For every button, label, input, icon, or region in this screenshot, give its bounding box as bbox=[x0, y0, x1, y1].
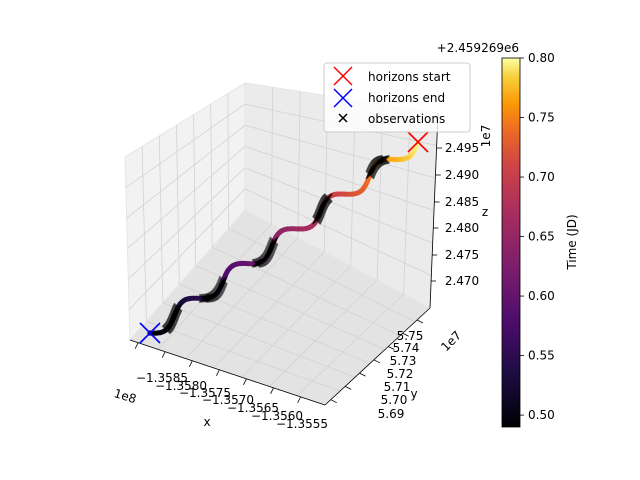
colorbar-tick-label: 0.50 bbox=[528, 408, 555, 422]
y-tick-label: 5.75 bbox=[397, 329, 424, 343]
x-tick-label: −1.3555 bbox=[276, 417, 328, 431]
y-tick-mark bbox=[330, 399, 337, 404]
horizons-end-marker bbox=[139, 322, 161, 344]
legend-start-marker bbox=[333, 66, 353, 86]
z-tick-label: 2.470 bbox=[445, 274, 479, 288]
observation-marker bbox=[161, 325, 171, 335]
x-tick-label: −1.3585 bbox=[136, 371, 188, 385]
y-tick-label: 5.73 bbox=[390, 354, 417, 368]
x-tick-mark bbox=[216, 369, 220, 376]
z-axis-line bbox=[429, 112, 439, 309]
observation-marker bbox=[365, 170, 375, 180]
observation-marker bbox=[198, 293, 208, 303]
z-tick-label: 2.495 bbox=[445, 141, 479, 155]
x-tick-label: −1.3570 bbox=[202, 393, 254, 407]
y-axis-line bbox=[324, 307, 431, 406]
x-tick-mark bbox=[188, 360, 193, 367]
x-axis-label: x bbox=[203, 415, 210, 429]
colorbar-tick-label: 0.80 bbox=[528, 51, 555, 65]
colorbar-ticks: 0.50 0.55 0.60 0.65 0.70 0.75 0.80 bbox=[520, 51, 555, 422]
x-tick-mark bbox=[243, 378, 247, 385]
legend-observations-marker bbox=[338, 113, 348, 123]
z-tick-label: 2.490 bbox=[445, 168, 479, 182]
y-tick-mark bbox=[402, 332, 409, 337]
y-axis-label: y bbox=[410, 387, 417, 401]
legend-end-marker bbox=[333, 88, 353, 108]
x-axis-line bbox=[129, 339, 326, 406]
z-axis-label: z bbox=[482, 205, 488, 219]
x-tick-mark bbox=[270, 387, 274, 395]
y-tick-label: 5.70 bbox=[381, 393, 408, 407]
y-tick-mark bbox=[359, 372, 366, 377]
colorbar-label: Time (JD) bbox=[565, 214, 579, 270]
z-tick-label: 2.475 bbox=[445, 248, 479, 262]
y-tick-mark bbox=[344, 386, 352, 390]
legend-end-label: horizons end bbox=[368, 91, 445, 105]
x-tick-mark bbox=[161, 351, 166, 358]
colorbar-gradient bbox=[501, 57, 521, 428]
y-tick-label: 5.69 bbox=[378, 407, 405, 421]
colorbar-tick-label: 0.55 bbox=[528, 349, 555, 363]
colorbar-tick-label: 0.75 bbox=[528, 111, 555, 125]
x-tick-label: −1.3580 bbox=[155, 379, 207, 393]
colorbar-tick-label: 0.70 bbox=[528, 170, 555, 184]
x-tick-label: −1.3565 bbox=[227, 401, 279, 415]
y-offset-text: 1e7 bbox=[438, 328, 464, 354]
y-tick-label: 5.71 bbox=[384, 380, 411, 394]
y-tick-mark bbox=[373, 359, 381, 364]
colorbar: 0.50 0.55 0.60 0.65 0.70 0.75 0.80 Time (JD) bbox=[501, 51, 579, 428]
top-offset-text: +2.459269e6 bbox=[437, 41, 519, 55]
observation-marker bbox=[251, 258, 261, 268]
z-tick-label: 2.485 bbox=[445, 195, 479, 209]
y-tick-label: 5.74 bbox=[393, 341, 420, 355]
z-offset-text: 1e7 bbox=[479, 125, 493, 148]
y-tick-label: 5.72 bbox=[387, 367, 414, 381]
x-tick-label: −1.3575 bbox=[179, 386, 231, 400]
legend-observations-label: observations bbox=[368, 112, 445, 126]
ticks-layer: −1.3585−1.3580−1.3575−1.3570−1.3565−1.35… bbox=[134, 141, 479, 431]
x-tick-label: −1.3560 bbox=[251, 409, 303, 423]
legend: horizons start horizons end observations bbox=[323, 62, 471, 133]
horizons-start-marker bbox=[407, 131, 429, 153]
colorbar-tick-label: 0.60 bbox=[528, 289, 555, 303]
x-tick-mark bbox=[134, 342, 139, 349]
x-tick-mark bbox=[297, 396, 301, 404]
y-tick-mark bbox=[416, 319, 424, 324]
legend-frame bbox=[323, 62, 471, 133]
z-tick-label: 2.480 bbox=[445, 221, 479, 235]
grid-lines bbox=[125, 87, 437, 397]
observation-marker bbox=[199, 293, 209, 303]
y-tick-mark bbox=[388, 346, 395, 350]
series-layer bbox=[139, 131, 429, 344]
observation-marker bbox=[312, 215, 322, 225]
x-offset-text: 1e8 bbox=[112, 386, 138, 406]
colorbar-tick-label: 0.65 bbox=[528, 230, 555, 244]
legend-start-label: horizons start bbox=[368, 70, 451, 84]
